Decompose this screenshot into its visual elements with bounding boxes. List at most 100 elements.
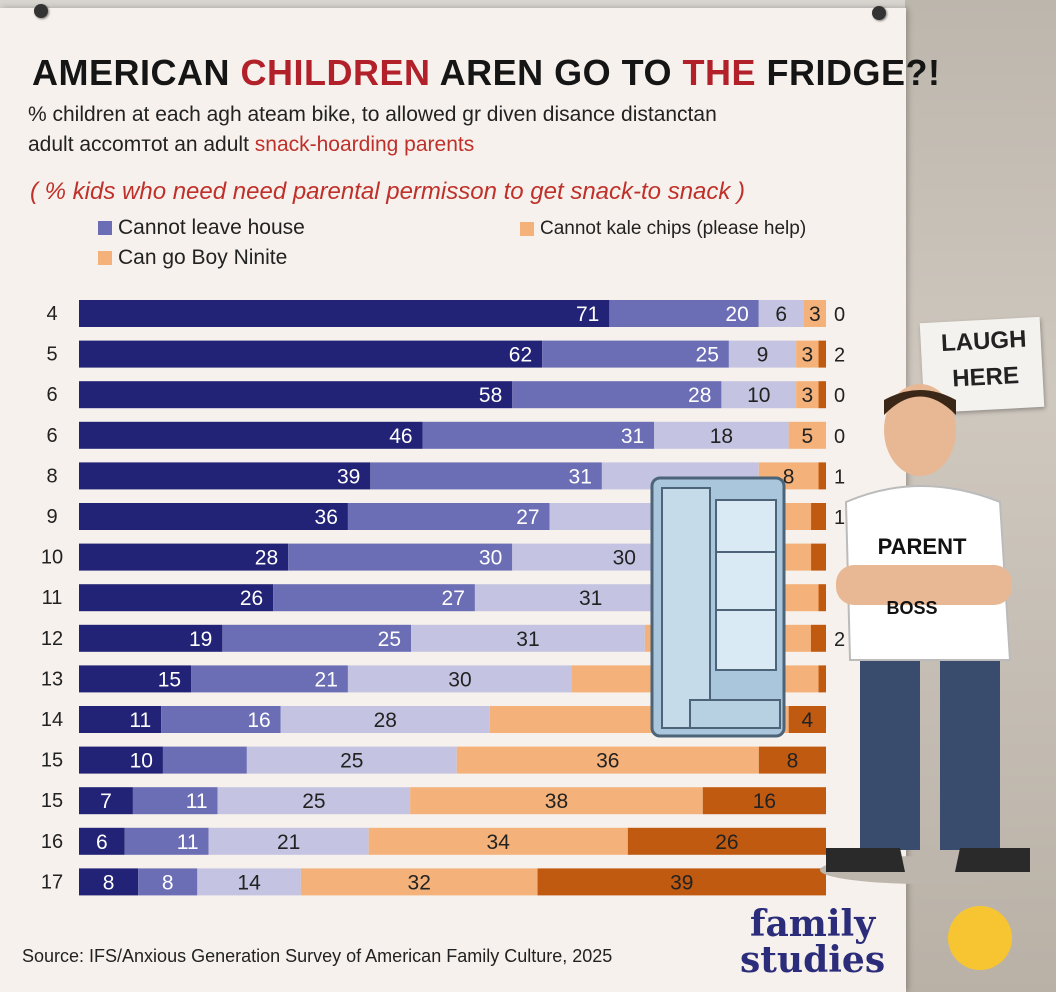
bar-segment (422, 421, 655, 449)
data-label: 31 (516, 628, 539, 651)
data-label: 6 (775, 303, 787, 326)
data-label: 20 (725, 303, 748, 326)
bar-segment (788, 421, 826, 449)
category-label: 9 (46, 506, 57, 528)
category-label: 14 (41, 709, 63, 731)
bar-segment (79, 300, 610, 327)
data-label: 7 (100, 790, 112, 813)
right-label: 0 (834, 304, 845, 326)
bar-segment (758, 746, 826, 774)
data-label: 28 (255, 547, 278, 570)
data-label: 3 (809, 303, 821, 326)
category-label: 5 (46, 344, 57, 366)
bar-segment (208, 827, 369, 855)
data-label: 62 (509, 344, 532, 367)
bar-segment (79, 421, 423, 449)
data-label: 8 (783, 465, 795, 488)
title-part: AMERICAN (32, 52, 241, 93)
logo-line2: studies (740, 939, 886, 981)
bar-segment (818, 584, 826, 612)
right-label: 0 (834, 426, 845, 448)
data-label: 30 (448, 668, 471, 691)
bar-segment (537, 868, 826, 896)
bar-segment (191, 665, 348, 693)
data-label: 10 (747, 384, 770, 407)
bar-segment (162, 746, 247, 774)
data-label: 10 (130, 750, 153, 773)
bar-segment (79, 340, 543, 368)
category-label: 8 (46, 465, 57, 487)
bar-segment (803, 300, 826, 327)
legend-item: Cannot leave house (98, 216, 305, 240)
title-part: FRIDGE?! (756, 52, 941, 93)
bar-segment (609, 300, 759, 327)
logo-line1: family (749, 903, 876, 945)
data-label: 39 (337, 465, 360, 488)
bar-segment (79, 584, 274, 612)
data-label: 5 (801, 425, 813, 448)
legend-label: Can go Boy Ninite (118, 246, 288, 269)
bar-segment (222, 624, 411, 652)
bar-segment (370, 462, 602, 490)
data-label: 30 (479, 547, 502, 570)
bar-segment (132, 787, 218, 815)
category-label: 16 (41, 831, 63, 853)
data-label: 25 (302, 790, 325, 813)
right-label: 2 (834, 629, 845, 651)
bar-segment (79, 624, 223, 652)
bar-segment (79, 503, 348, 530)
data-label: 21 (315, 668, 338, 691)
family-studies-logo: family studies (740, 906, 885, 978)
category-label: 4 (46, 303, 57, 325)
legend-label: Cannot leave house (118, 216, 305, 239)
data-label: 36 (596, 750, 619, 773)
data-label: 34 (487, 831, 511, 854)
data-label: 4 (801, 709, 813, 732)
data-label: 11 (177, 831, 199, 854)
data-label: 26 (240, 587, 263, 610)
legend-item: Cannot kale chips (please help) (520, 218, 806, 240)
category-label: 6 (46, 425, 57, 447)
legend-label: Cannot kale chips (please help) (540, 218, 807, 239)
data-label: 30 (613, 547, 636, 570)
bar-segment (280, 706, 490, 733)
data-label: 46 (389, 425, 412, 448)
data-label: 8 (103, 871, 115, 894)
data-label: 31 (569, 465, 592, 488)
bar-segment (217, 787, 411, 815)
shirt-text-line1: PARENT (878, 534, 967, 559)
bar-segment (79, 381, 513, 409)
pin-icon (872, 6, 886, 20)
bar-segment (758, 300, 804, 327)
source-note: Source: IFS/Anxious Generation Survey of… (22, 946, 613, 966)
data-label: 16 (247, 709, 270, 732)
bar-segment (721, 381, 797, 409)
bar-segment (811, 543, 826, 571)
data-label: 28 (374, 709, 397, 732)
bar-segment (273, 584, 475, 612)
data-label: 31 (621, 425, 644, 448)
data-label: 27 (442, 587, 465, 610)
bar-segment (818, 340, 826, 368)
bar-segment (197, 868, 301, 896)
bar-segment (456, 746, 759, 774)
bar-segment (79, 787, 133, 815)
right-label: 2 (834, 345, 845, 367)
category-label: 11 (42, 587, 63, 609)
bar-segment (818, 381, 826, 409)
data-label: 8 (787, 750, 799, 773)
chart-subtitle: % children at each agh ateam bike, to al… (28, 100, 808, 160)
category-label: 10 (41, 547, 63, 569)
bar-segment (368, 827, 628, 855)
data-label: 31 (579, 587, 602, 610)
bar-segment (246, 746, 457, 774)
data-label: 9 (757, 344, 769, 367)
bar-segment (79, 827, 125, 855)
data-label: 6 (96, 831, 108, 854)
bar-segment (788, 706, 826, 733)
bar-segment (79, 543, 289, 571)
data-label: 25 (378, 628, 401, 651)
bar-segment (654, 421, 789, 449)
bar-segment (728, 340, 797, 368)
